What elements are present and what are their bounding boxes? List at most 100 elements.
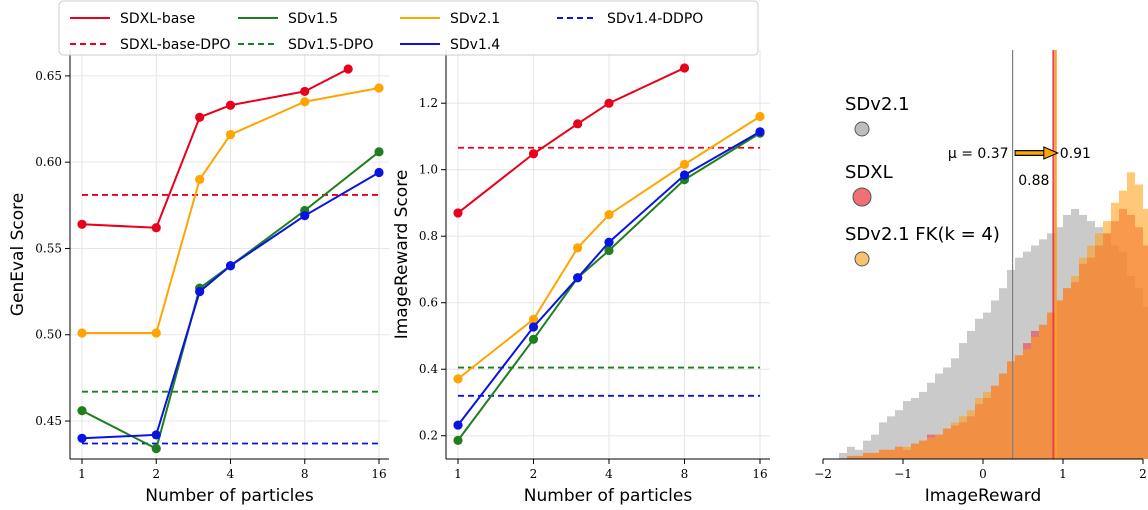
- hist-bar: [1087, 245, 1095, 459]
- histogram-panel: μ = 0.37 0.91 0.88 SDv2.1 SDXL SDv2.1 FK(k = …: [814, 50, 1148, 506]
- point-sdv1-4: [453, 420, 463, 430]
- hist-bar: [855, 449, 863, 459]
- hist-bar: [935, 373, 943, 459]
- series-line-sdxl-base: [81, 68, 349, 229]
- y-tick-label: 0.50: [35, 328, 62, 342]
- x-tick-label: 16: [371, 467, 386, 481]
- point-sdxl-base: [195, 112, 205, 122]
- x-tick-label: 0: [979, 467, 987, 481]
- hist-bar: [1071, 276, 1079, 459]
- hist-bar: [919, 391, 927, 459]
- hist-bar: [847, 455, 855, 459]
- legend-label: SDv2.1: [845, 94, 910, 115]
- hist-bar: [975, 318, 983, 459]
- hist-bar: [855, 455, 863, 459]
- point-sdv2-1: [528, 314, 539, 324]
- hist-bar: [903, 401, 911, 459]
- hist-bar: [967, 410, 975, 459]
- hist-bar: [1015, 355, 1023, 459]
- legend-entry-sdv1-5: SDv1.5: [288, 11, 338, 27]
- y-tick-label: 0.55: [35, 241, 62, 255]
- y-tick-label: 0.45: [35, 414, 62, 428]
- x-tick-label: 1: [454, 467, 462, 481]
- hist-bar: [879, 449, 887, 459]
- series-line-sdxl-base: [457, 67, 685, 214]
- hist-bar: [991, 385, 999, 459]
- hist-bar: [927, 437, 935, 459]
- hist-bar: [943, 428, 951, 459]
- x-tick-label: 2: [1139, 467, 1147, 481]
- point-sdxl-base: [225, 100, 236, 110]
- x-tick-label: −2: [814, 467, 832, 481]
- hist-bar: [1063, 288, 1071, 459]
- hist-bar: [1103, 221, 1111, 459]
- hist-bar: [903, 446, 911, 459]
- hist-bar: [1079, 257, 1087, 459]
- hist-bar: [1007, 361, 1015, 459]
- legend: SDXL-base SDXL-base-DPO SDv1.5 SDv1.5-DPO SD…: [58, 0, 759, 56]
- hist-bar: [943, 367, 951, 459]
- series-line-sdv1-5: [457, 132, 761, 441]
- hist-bar: [879, 422, 887, 459]
- y-tick-label: 1.0: [419, 163, 438, 177]
- geneval-panel: 1 2 4 8 16 0.45 0.50 0.55 0.60 0.65 Number of part…: [8, 50, 389, 506]
- hist-bar: [959, 343, 967, 459]
- point-sdv1-4: [225, 261, 236, 271]
- hist-bar: [951, 358, 959, 459]
- hist-bar: [975, 398, 983, 459]
- point-sdv2-1: [195, 174, 205, 185]
- series-line-sdv1-4: [81, 171, 380, 440]
- hist-bar: [1127, 172, 1135, 460]
- hist-sdv2-1-fk-k-4-: [847, 172, 1148, 460]
- point-sdv1-4: [374, 167, 384, 178]
- point-sdv2-1: [755, 111, 765, 122]
- series-line-sdv1-4: [457, 130, 761, 426]
- hist-bar: [871, 452, 879, 459]
- axes: [69, 50, 389, 460]
- hist-bar: [951, 422, 959, 459]
- axes: [445, 50, 770, 460]
- point-sdv1-5: [374, 147, 384, 157]
- x-tick-label: 8: [301, 467, 309, 481]
- series-line-sdv2-1: [457, 115, 761, 380]
- fk-mean-value: 0.91: [1060, 146, 1091, 162]
- hist-bar: [1031, 337, 1039, 459]
- hist-bar: [1135, 184, 1143, 459]
- hist-bar: [927, 382, 935, 459]
- point-sdxl-base: [679, 63, 690, 73]
- hist-bar: [1047, 312, 1055, 459]
- legend-entry-sdxl-base-dpo: SDXL-base-DPO: [120, 37, 231, 53]
- point-sdv1-4: [679, 170, 690, 180]
- imagereward-panel: 1 2 4 8 16 0.2 0.4 0.6 0.8 1.0 1.2 Number of partic…: [392, 50, 770, 506]
- hist-bar: [887, 416, 895, 459]
- mean-arrow-head: [1043, 146, 1060, 160]
- legend-entry-sdv1-5-dpo: SDv1.5-DPO: [288, 37, 374, 53]
- x-axis-label: ImageReward: [925, 486, 1042, 506]
- point-sdv2-1: [77, 328, 87, 338]
- grid: [70, 50, 389, 459]
- y-tick-label: 0.60: [35, 155, 62, 169]
- point-sdxl-base: [300, 86, 310, 97]
- point-sdv1-5: [77, 406, 87, 416]
- hist-bar: [863, 440, 871, 459]
- hist-bar: [999, 373, 1007, 459]
- hist-bar: [911, 398, 919, 459]
- hist-bar: [1111, 202, 1119, 460]
- x-tick-label: 1: [1059, 467, 1067, 481]
- point-sdv1-4: [755, 127, 765, 137]
- hist-bar: [847, 446, 855, 459]
- legend-entry-sdv1-4: SDv1.4: [450, 37, 500, 53]
- point-sdv2-1: [604, 209, 614, 220]
- point-sdv1-4: [77, 433, 87, 443]
- x-tick-label: −1: [894, 467, 912, 481]
- hist-bar: [967, 330, 975, 459]
- x-axis-label: Number of particles: [145, 486, 314, 506]
- point-sdxl-base: [151, 223, 161, 233]
- hist-bar: [839, 452, 847, 459]
- point-sdv1-4: [300, 211, 310, 221]
- point-sdxl-base: [343, 64, 353, 74]
- x-tick-label: 8: [681, 467, 689, 481]
- point-sdv1-5: [604, 245, 614, 256]
- hist-bar: [935, 434, 943, 459]
- y-tick-label: 0.8: [419, 229, 438, 243]
